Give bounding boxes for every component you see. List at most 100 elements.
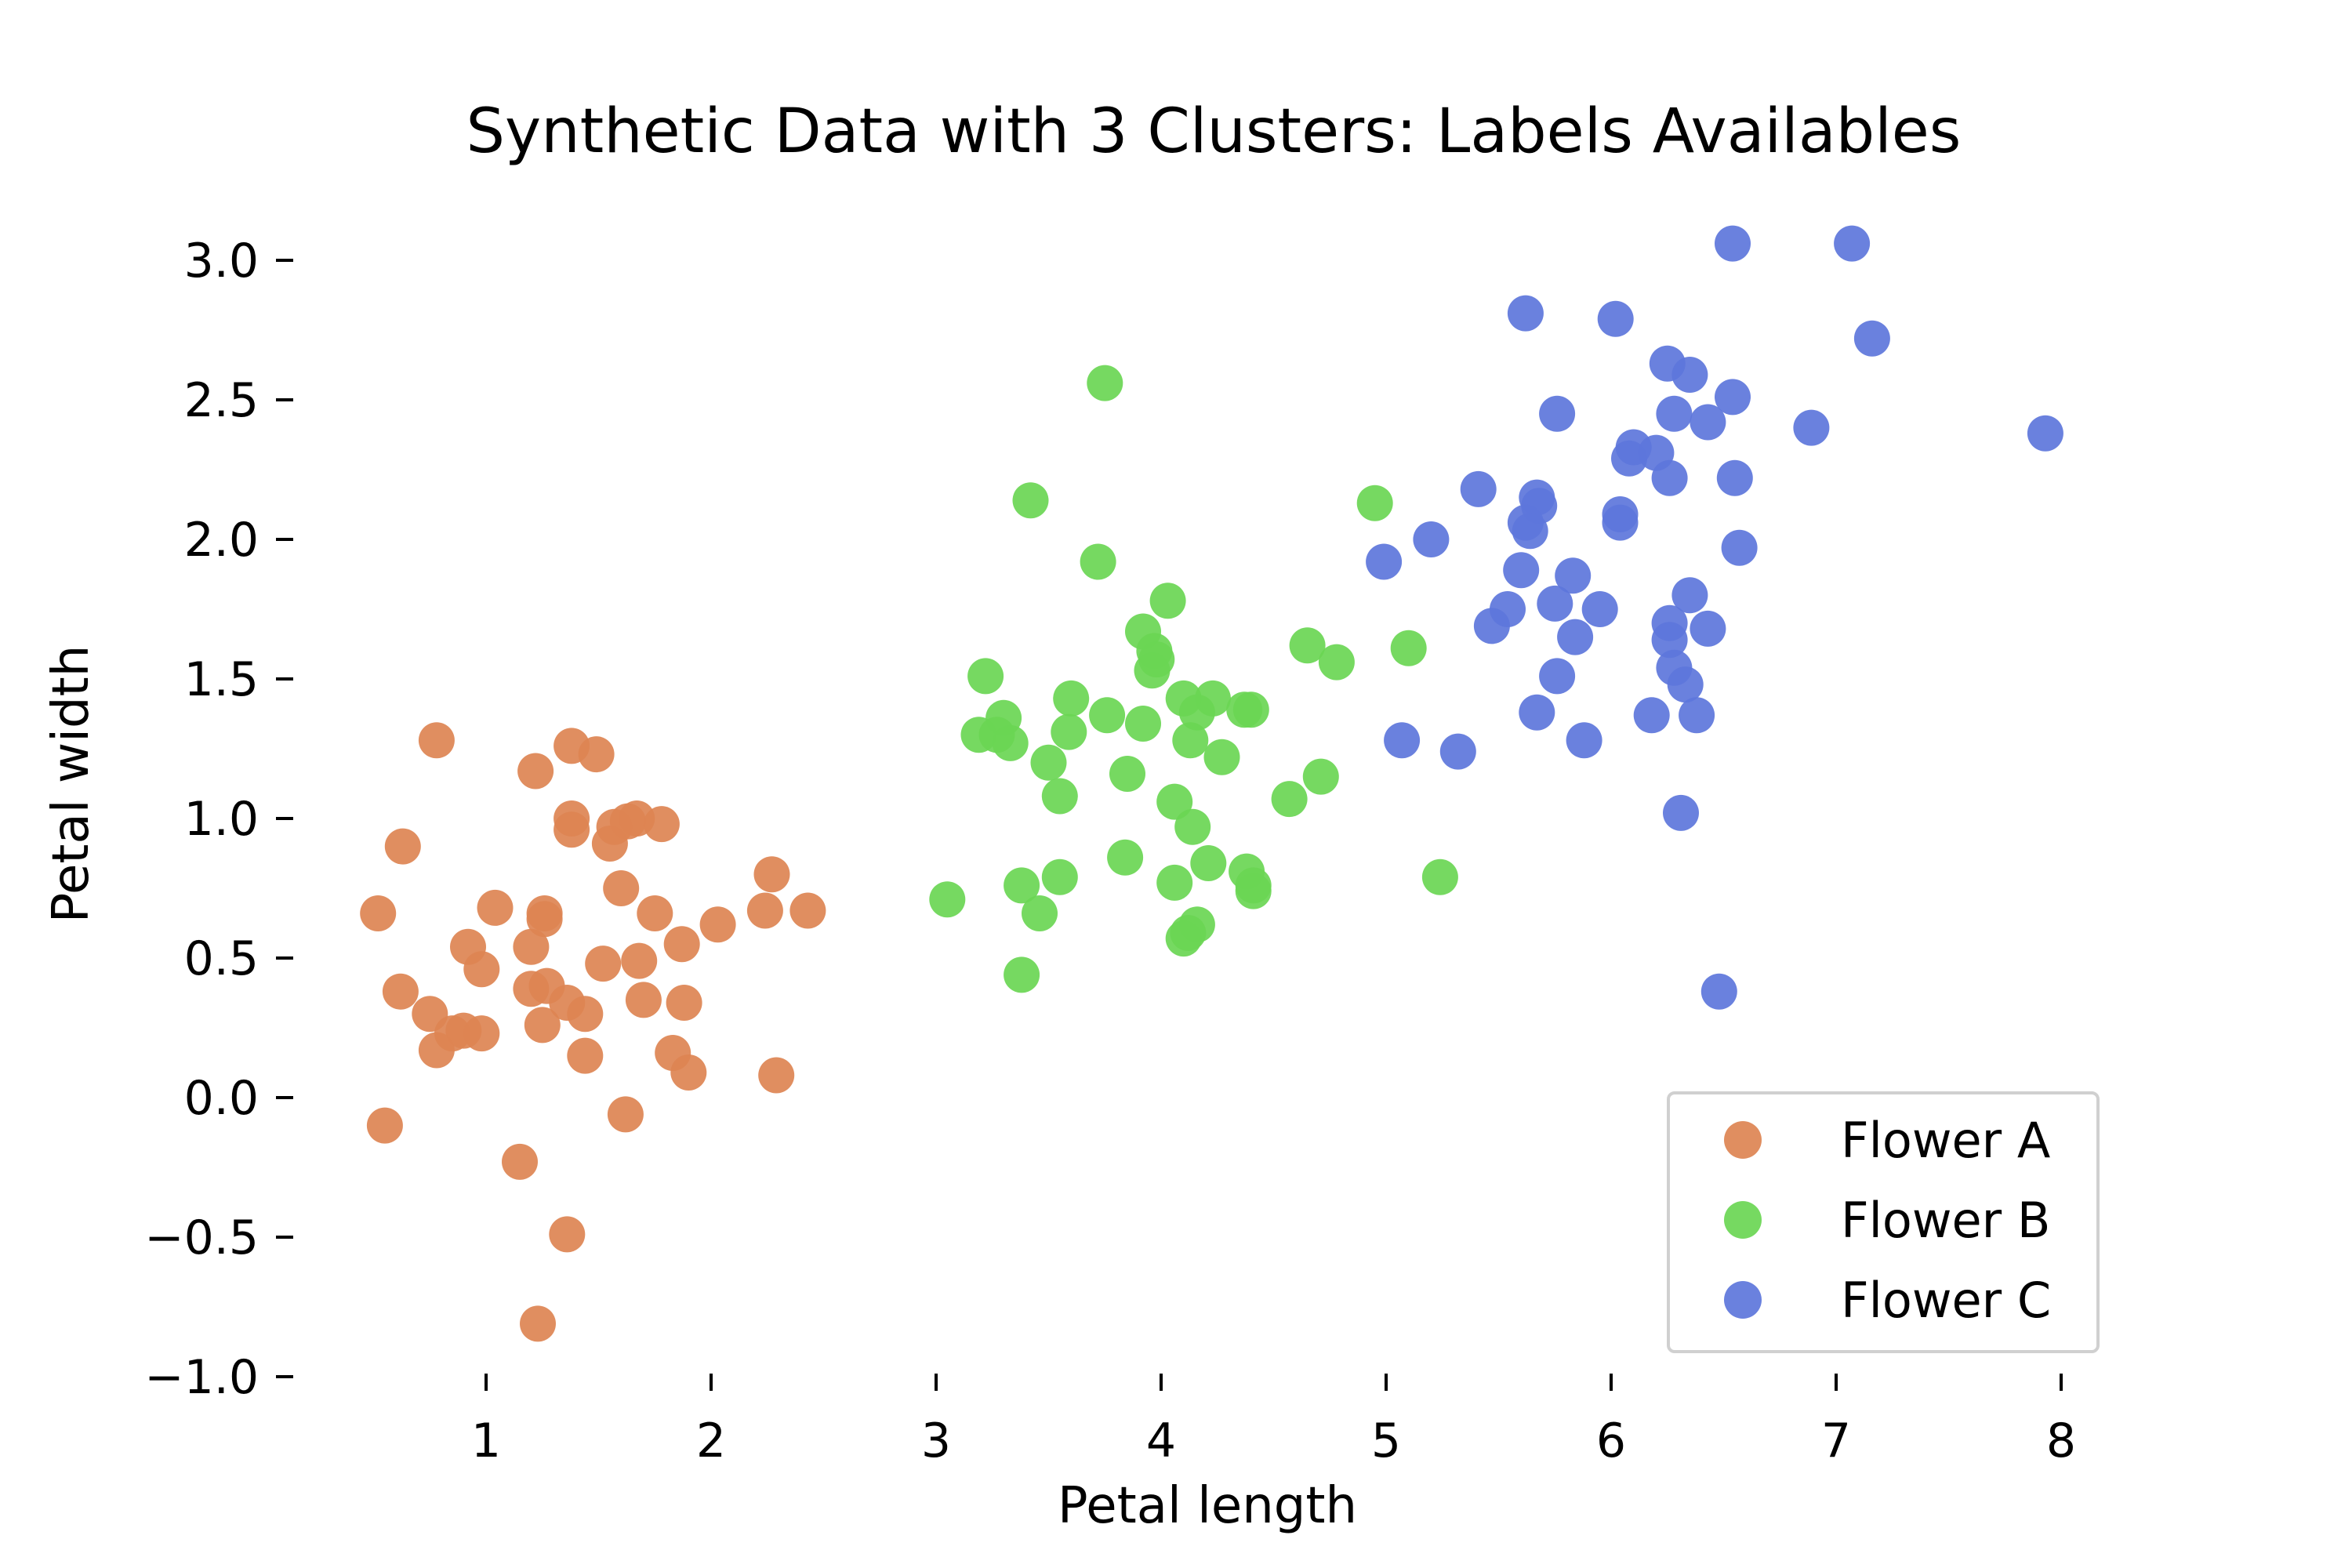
data-point [1390, 630, 1427, 666]
data-point [418, 722, 455, 759]
data-point [2027, 415, 2063, 452]
data-point [1190, 845, 1227, 881]
data-point [360, 895, 397, 931]
data-point [1022, 895, 1058, 931]
data-point [753, 856, 790, 893]
data-point [384, 828, 421, 865]
data-point [1041, 858, 1078, 895]
series-flower-b [929, 365, 1458, 993]
data-point [643, 806, 680, 843]
data-point [1041, 778, 1078, 815]
data-point [549, 1216, 586, 1253]
data-point [1671, 577, 1708, 614]
y-tick-label: 0.0 [184, 1071, 259, 1126]
data-point [578, 736, 615, 773]
chart-title: Synthetic Data with 3 Clusters: Labels A… [466, 96, 1962, 167]
data-point [567, 996, 604, 1033]
y-tick-label: 1.0 [184, 792, 259, 847]
data-point [1519, 694, 1555, 731]
data-point [1125, 706, 1161, 742]
data-point [1089, 697, 1126, 734]
legend-label: Flower B [1841, 1192, 2050, 1249]
data-point [1853, 320, 1890, 357]
data-point [1165, 920, 1202, 957]
data-point [1651, 459, 1688, 496]
data-point [1512, 513, 1548, 550]
series-flower-c [1366, 225, 2063, 1010]
data-point [621, 942, 658, 979]
data-point [418, 1032, 455, 1069]
y-tick-label: −0.5 [144, 1210, 259, 1265]
data-point [1413, 521, 1450, 557]
data-point [1356, 485, 1393, 521]
x-tick-label: 6 [1596, 1414, 1626, 1468]
data-point [1004, 956, 1040, 993]
y-tick-label: 1.5 [184, 652, 259, 707]
data-point [603, 870, 640, 906]
data-point [513, 928, 550, 965]
x-tick-label: 4 [1146, 1414, 1176, 1468]
data-point [1663, 794, 1699, 831]
x-tick-label: 3 [921, 1414, 951, 1468]
data-point [1690, 404, 1726, 441]
data-point [1087, 365, 1123, 401]
data-point [567, 1037, 604, 1074]
data-point [746, 892, 783, 929]
data-point [524, 1007, 561, 1044]
data-point [967, 658, 1004, 695]
data-point [1460, 470, 1497, 507]
y-axis: 3.0 2.5 2.0 1.5 1.0 0.5 0.0 −0.5 −1.0 [144, 234, 293, 1405]
data-point [1581, 591, 1618, 627]
data-point [382, 973, 419, 1010]
data-point [1271, 781, 1308, 818]
data-point [1651, 622, 1688, 659]
data-point [1715, 379, 1751, 416]
y-tick-label: 2.0 [184, 513, 259, 568]
x-axis-label: Petal length [1058, 1477, 1357, 1535]
x-tick-label: 1 [471, 1414, 501, 1468]
data-point [1715, 225, 1751, 262]
legend-marker [1724, 1281, 1762, 1319]
data-point [1671, 357, 1708, 393]
data-point [1134, 652, 1171, 689]
data-point [1633, 697, 1670, 734]
data-point [1566, 722, 1602, 759]
data-point [1690, 610, 1726, 647]
legend: Flower A Flower B Flower C [1667, 1091, 2100, 1353]
data-point [1366, 543, 1403, 580]
legend-label: Flower C [1841, 1272, 2051, 1329]
x-tick-label: 7 [1821, 1414, 1851, 1468]
data-point [1109, 756, 1145, 792]
data-point [1289, 627, 1326, 664]
y-tick-label: 0.5 [184, 931, 259, 986]
data-point [1080, 543, 1116, 580]
y-tick-label: −1.0 [144, 1350, 259, 1405]
data-point [1507, 295, 1544, 332]
data-point [1721, 529, 1758, 566]
data-point [1439, 733, 1476, 770]
data-point [1503, 552, 1540, 589]
data-point [1679, 697, 1715, 734]
data-point [789, 892, 826, 929]
data-point [1602, 504, 1639, 541]
data-point [663, 926, 700, 963]
legend-label: Flower A [1841, 1112, 2050, 1169]
x-tick-label: 5 [1371, 1414, 1401, 1468]
data-point [477, 889, 514, 926]
data-point [1156, 864, 1193, 901]
data-point [1834, 225, 1871, 262]
data-point [1053, 680, 1090, 717]
data-point [517, 753, 554, 789]
data-point [1030, 744, 1067, 781]
data-point [1421, 858, 1458, 895]
data-point [1149, 583, 1186, 619]
data-point [625, 982, 662, 1018]
x-axis: 1 2 3 4 5 6 7 8 [471, 1374, 2076, 1468]
data-point [1700, 973, 1737, 1010]
data-point [637, 895, 673, 931]
legend-frame [1667, 1091, 2100, 1353]
data-point [1051, 713, 1087, 750]
data-point [1539, 395, 1576, 432]
data-point [1656, 395, 1693, 432]
